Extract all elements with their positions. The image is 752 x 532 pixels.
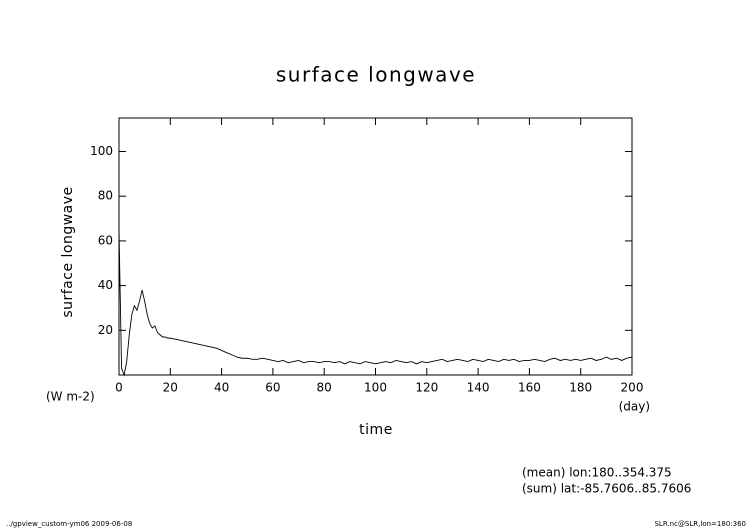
x-tick-label: 100 xyxy=(364,381,387,395)
footer-left: ../gpview_custom-ym06 2009-06-08 xyxy=(6,520,132,528)
y-axis-unit: (W m-2) xyxy=(46,390,95,404)
y-tick-label: 60 xyxy=(98,233,113,247)
chart-title: surface longwave xyxy=(276,63,476,87)
x-tick-label: 180 xyxy=(569,381,592,395)
x-tick-label: 120 xyxy=(415,381,438,395)
note: (mean) lon:180..354.375 xyxy=(522,466,672,480)
y-tick-label: 20 xyxy=(98,323,113,337)
note: (sum) lat:-85.7606..85.7606 xyxy=(522,482,691,496)
x-axis-label: time xyxy=(359,422,393,438)
x-tick-label: 80 xyxy=(317,381,332,395)
x-tick-label: 200 xyxy=(621,381,644,395)
x-tick-label: 160 xyxy=(518,381,541,395)
x-tick-label: 40 xyxy=(214,381,229,395)
y-tick-label: 100 xyxy=(90,144,113,158)
x-axis-unit: (day) xyxy=(619,400,650,414)
y-tick-label: 40 xyxy=(98,278,113,292)
plot-frame xyxy=(118,117,633,376)
footer-right: SLR.nc@SLR,lon=180:360 xyxy=(654,520,746,528)
x-tick-label: 20 xyxy=(163,381,178,395)
data-line xyxy=(118,229,633,377)
y-tick-label: 80 xyxy=(98,189,113,203)
x-tick-label: 140 xyxy=(467,381,490,395)
x-tick-label: 60 xyxy=(265,381,280,395)
y-axis-label: surface longwave xyxy=(60,186,76,317)
x-tick-label: 0 xyxy=(115,381,123,395)
